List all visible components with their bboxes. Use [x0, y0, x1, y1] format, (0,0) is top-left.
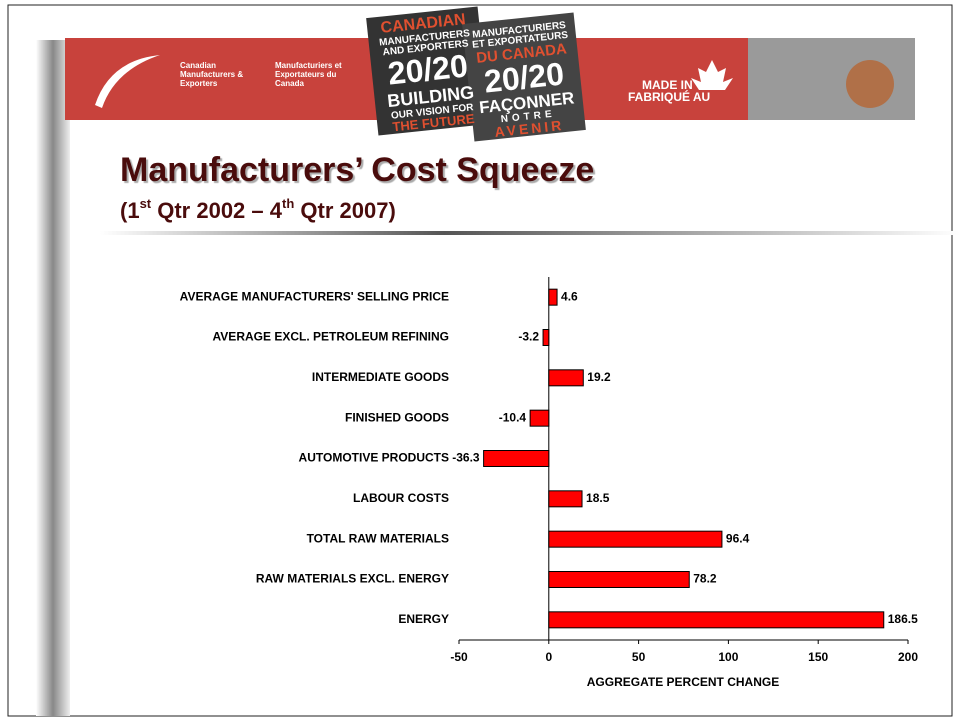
org-en: Exporters — [180, 79, 218, 88]
title-rule — [100, 231, 960, 235]
org-fr: Manufacturiers et — [275, 61, 342, 70]
subtitle-sup: th — [282, 196, 294, 211]
logo-en: 20/20 — [386, 47, 469, 91]
value-label: 18.5 — [586, 491, 610, 505]
logo-en-box — [366, 6, 490, 136]
org-en: Manufacturers & — [180, 70, 243, 79]
bar — [548, 530, 723, 548]
made-in: FABRIQUÉ AU — [628, 89, 710, 104]
subtitle-sup: st — [140, 196, 152, 211]
logo-swoosh — [95, 55, 160, 108]
plot: -50 0 50 100 150 200 AVERAGE MANUFACTURERS' SE… — [180, 277, 918, 664]
subtitle: (1st Qtr 2002 – 4th Qtr 2007) — [120, 196, 396, 222]
category-label: AVERAGE EXCL. PETROLEUM REFINING — [213, 330, 449, 344]
category-label: INTERMEDIATE GOODS — [312, 370, 449, 384]
value-label: 186.5 — [888, 612, 918, 626]
subtitle-part: (1 — [120, 198, 140, 223]
x-tick-label: 150 — [808, 650, 828, 664]
category-label: LABOUR COSTS — [353, 491, 449, 505]
x-tick-label: 100 — [718, 650, 738, 664]
value-label: -10.4 — [499, 410, 527, 424]
made-in: MADE IN — [642, 78, 693, 92]
photo-face — [846, 60, 894, 108]
title: Manufacturers’ Cost Squeeze — [120, 151, 594, 189]
x-tick-label: 0 — [545, 650, 552, 664]
x-tick-label: 50 — [632, 650, 646, 664]
org-fr: Canada — [275, 79, 304, 88]
bar — [548, 288, 558, 306]
value-label: -3.2 — [518, 330, 539, 344]
logo-fr: 20/20 — [482, 55, 565, 99]
value-label: 4.6 — [561, 289, 578, 303]
category-label: RAW MATERIALS EXCL. ENERGY — [256, 572, 449, 586]
logo-fr-box — [462, 12, 586, 142]
bar — [483, 450, 550, 467]
value-label: 19.2 — [587, 370, 611, 384]
bar — [529, 409, 550, 427]
category-label: AVERAGE MANUFACTURERS' SELLING PRICE — [180, 289, 449, 303]
logo-fr: AVENIR — [494, 117, 565, 140]
bar — [548, 490, 583, 508]
x-tick-label: 200 — [898, 650, 918, 664]
value-label: -36.3 — [452, 451, 480, 465]
bar — [548, 571, 690, 588]
x-tick-label: -50 — [450, 650, 468, 664]
bar — [542, 329, 550, 346]
subtitle-part: Qtr 2007) — [294, 198, 396, 223]
org-fr: Exportateurs du — [275, 70, 336, 79]
maple-leaf — [691, 60, 733, 90]
category-label: FINISHED GOODS — [345, 410, 449, 424]
side-stripe — [36, 40, 70, 716]
value-label: 96.4 — [726, 531, 750, 545]
bar — [548, 369, 584, 387]
category-label: AUTOMOTIVE PRODUCTS — [299, 451, 449, 465]
category-label: ENERGY — [398, 612, 449, 626]
x-axis-label: AGGREGATE PERCENT CHANGE — [587, 675, 779, 689]
value-label: 78.2 — [693, 572, 717, 586]
bar — [548, 611, 885, 629]
category-label: TOTAL RAW MATERIALS — [307, 531, 449, 545]
subtitle-part: Qtr 2002 – 4 — [151, 198, 283, 223]
org-en: Canadian — [180, 61, 216, 70]
